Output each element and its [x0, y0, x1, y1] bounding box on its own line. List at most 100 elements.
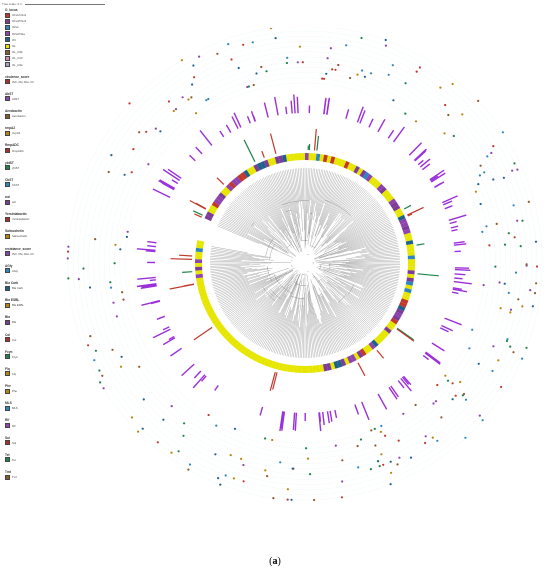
gene-presence-dot: [207, 413, 210, 417]
gene-presence-dot: [516, 219, 519, 222]
legend-group: AGly AGly: [5, 264, 67, 274]
tree-branch: [327, 281, 378, 325]
tree-branch: [298, 168, 303, 233]
tree-branch: [218, 222, 278, 251]
gene-presence-dot: [369, 468, 372, 471]
tree-branch: [266, 176, 281, 209]
virulence-score-bar: [407, 206, 424, 216]
tree-branch: [277, 309, 292, 354]
tree-branch: [295, 283, 307, 286]
tree-branch: [251, 222, 255, 227]
tree-branch: [314, 183, 357, 249]
gene-presence-dot: [471, 328, 474, 331]
gene-presence-dot: [270, 28, 273, 30]
gene-presence-track: [72, 30, 538, 496]
gene-presence-dot: [390, 471, 393, 474]
gene-presence-dot: [444, 103, 447, 107]
tree-branch: [234, 269, 298, 327]
gene-presence-dot: [142, 398, 145, 401]
tree-branch: [225, 279, 281, 315]
gene-presence-dot: [334, 444, 337, 447]
tree-branch: [320, 208, 383, 253]
o-locus-ring-segment: [405, 240, 414, 246]
o-locus-ring-segment: [359, 348, 367, 357]
tree-branch: [209, 261, 291, 263]
gene-presence-dot: [509, 311, 512, 314]
gene-presence-dot: [191, 83, 194, 86]
tree-branch: [211, 267, 273, 279]
gene-presence-dot: [478, 174, 481, 177]
resistance-score-bar: [429, 169, 445, 181]
resistance-score-bar: [189, 154, 196, 162]
gene-presence-dot: [138, 365, 141, 368]
tree-branch: [361, 290, 391, 305]
virulence-score-bar: [261, 150, 265, 158]
resistance-score-bar: [322, 411, 325, 426]
o-locus-ring-segment: [371, 178, 379, 187]
tree-branch: [341, 189, 365, 219]
gene-presence-dot: [107, 170, 110, 174]
tree-branch: [238, 286, 283, 332]
legend-group: Salmochelin Salmochelin: [5, 229, 67, 239]
virulence-score-bar: [194, 213, 202, 218]
resistance-score-bar: [167, 168, 182, 179]
legend-item-label: Col: [12, 337, 17, 342]
legend-swatch: [5, 457, 10, 463]
resistance-score-bar: [147, 240, 157, 244]
resistance-score-bar: [200, 375, 207, 382]
o-locus-ring-segment: [267, 158, 274, 167]
tree-branch: [344, 192, 369, 220]
gene-presence-dot: [373, 427, 376, 430]
tree-branch: [310, 245, 315, 248]
tree-branch: [220, 274, 282, 307]
gene-presence-dot: [110, 154, 113, 157]
tree-branch: [327, 211, 385, 249]
gene-presence-dot: [404, 112, 407, 115]
resistance-score-bar: [326, 411, 330, 424]
tree-branch: [333, 298, 365, 337]
o-locus-ring-segment: [199, 291, 208, 297]
tree-branch: [255, 181, 286, 231]
tree-scale-bar: [24, 3, 105, 5]
o-locus-ring-segment: [356, 167, 364, 176]
legend-group: Bla Carb Bla Carb: [5, 281, 67, 291]
tree-branch: [353, 200, 377, 222]
tree-branch: [345, 295, 379, 323]
tree-branch: [341, 187, 363, 215]
tree-branch: [336, 317, 353, 346]
tree-branch: [303, 292, 305, 359]
o-locus-ring-segment: [231, 178, 239, 187]
o-locus-ring-segment: [343, 357, 350, 365]
gene-presence-dot: [479, 164, 482, 167]
tree-branch: [229, 299, 257, 321]
gene-presence-dot: [535, 282, 538, 285]
gene-presence-dot: [418, 66, 421, 69]
tree-branch: [323, 272, 390, 307]
o-locus-ring-segment: [216, 323, 224, 331]
legend-item: ybtST: [5, 165, 67, 171]
o-locus-ring-segment: [343, 161, 350, 169]
gene-presence-dot: [340, 496, 343, 499]
legend-item: wzi: [5, 199, 67, 205]
tree-branch: [342, 218, 389, 244]
gene-presence-dot: [237, 66, 240, 70]
legend-item-label: OL_O13: [12, 56, 23, 61]
tree-branch: [313, 284, 340, 352]
tree-branch: [343, 275, 396, 293]
resistance-score-bar: [141, 299, 160, 306]
tree-branch: [315, 256, 400, 263]
virulence-score-bar: [269, 371, 276, 392]
gene-presence-dot: [384, 44, 387, 47]
legend-item: CbST: [5, 182, 67, 188]
gene-presence-dot: [66, 257, 69, 260]
o-locus-ring-segment: [237, 174, 245, 182]
resistance-score-bar: [162, 337, 176, 346]
o-locus-ring-segment: [383, 192, 392, 200]
legend-item: Phe: [5, 388, 67, 394]
gene-presence-dot: [102, 387, 105, 390]
gene-presence-dot: [162, 418, 165, 421]
tree-branch: [350, 275, 397, 290]
tree-branch: [275, 172, 300, 247]
gene-presence-dot: [82, 267, 85, 270]
tree-branch: [222, 270, 293, 311]
